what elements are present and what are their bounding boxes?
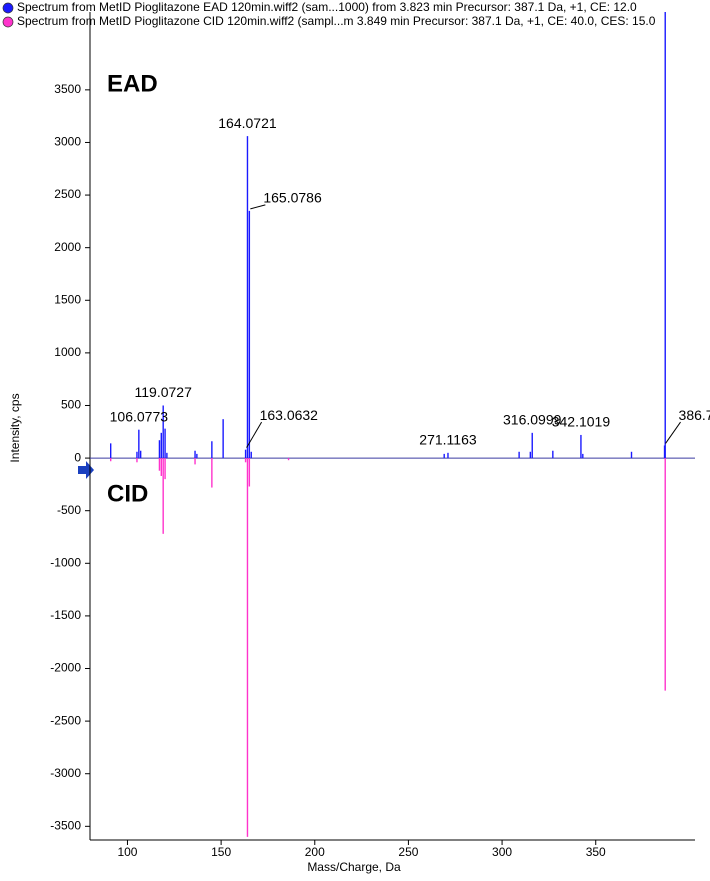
y-tick-label: 1500 [54,292,81,306]
x-axis-title: Mass/Charge, Da [307,860,401,874]
series-tag: EAD [107,70,158,97]
y-tick-label: -3000 [50,766,81,780]
label-leader [250,204,266,210]
peak-label: 164.0721 [218,115,277,131]
peak-label: 271.1163 [419,432,477,448]
x-tick-label: 150 [211,845,231,859]
y-tick-label: -2000 [50,661,81,675]
label-leader [246,421,263,448]
peak-label: 119.0727 [135,384,193,400]
legend-label: Spectrum from MetID Pioglitazone EAD 120… [17,0,637,14]
x-tick-label: 350 [586,845,606,859]
peak-label: 386.7369 [679,407,710,423]
legend-marker [2,2,14,14]
peak-label: 165.0786 [263,190,322,206]
y-tick-label: -500 [57,503,81,517]
y-tick-label: 1000 [54,345,81,359]
x-tick-label: 100 [117,845,137,859]
legend-marker [2,16,14,28]
y-axis-title: Intensity, cps [8,393,22,462]
y-tick-label: 3500 [54,82,81,96]
y-tick-label: -2500 [50,713,81,727]
peak-label: 106.0773 [110,408,169,424]
peak-label: 163.0632 [260,407,319,423]
x-tick-label: 300 [492,845,512,859]
y-tick-label: -1000 [50,555,81,569]
x-tick-label: 250 [398,845,418,859]
y-tick-label: 0 [74,450,81,464]
x-tick-label: 200 [305,845,325,859]
y-tick-label: -1500 [50,608,81,622]
y-tick-label: 2000 [54,240,81,254]
y-tick-label: -3500 [50,818,81,832]
y-tick-label: 2500 [54,187,81,201]
legend-label: Spectrum from MetID Pioglitazone CID 120… [17,14,656,28]
peak-label: 342.1019 [552,414,611,430]
series-tag: CID [107,480,148,507]
label-leader [665,421,681,444]
peak-label: 316.0999 [503,412,562,428]
y-tick-label: 500 [61,398,81,412]
y-tick-label: 3000 [54,135,81,149]
